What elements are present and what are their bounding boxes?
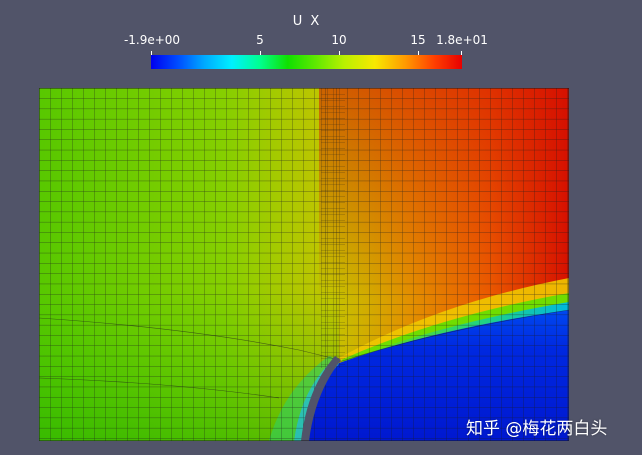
colorbar-legend — [151, 55, 462, 69]
colorbar-tick-mark — [418, 51, 419, 55]
colorbar-tick-mark — [339, 51, 340, 55]
colorbar-tick-min: -1.9e+00 — [123, 33, 181, 47]
colorbar-title: U X — [292, 14, 322, 29]
colorbar-tick-mark — [260, 51, 261, 55]
colorbar-tick-mark — [151, 51, 152, 55]
colorbar-tick-mark — [461, 51, 462, 55]
colorbar-tick-5: 5 — [256, 33, 264, 47]
computational-mesh — [39, 88, 569, 441]
colorbar-tick-max: 1.8e+01 — [436, 33, 488, 47]
obstacle-wall — [301, 356, 341, 441]
watermark: 知乎 @梅花两白头 — [466, 419, 608, 439]
colorbar-tick-15: 15 — [410, 33, 426, 47]
colorbar-tick-10: 10 — [331, 33, 347, 47]
velocity-field-plot[interactable] — [39, 88, 569, 441]
